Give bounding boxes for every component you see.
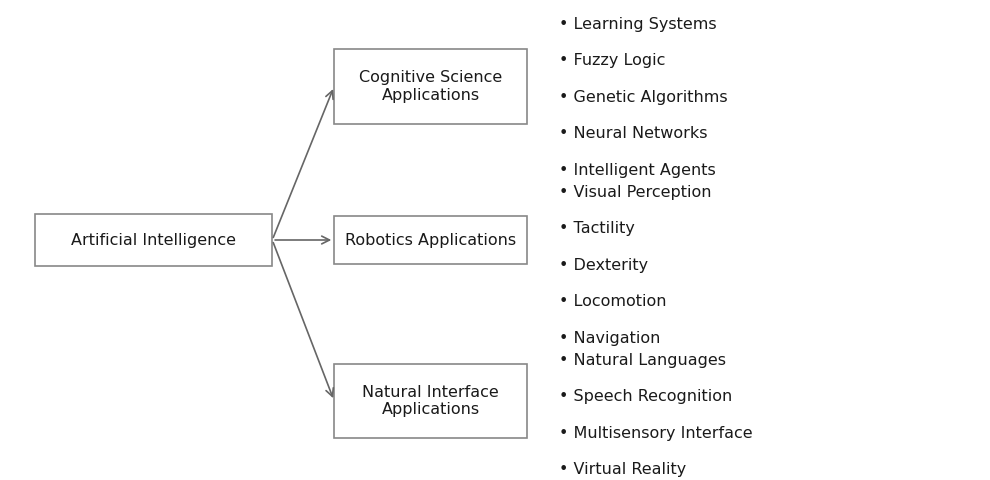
Text: • Intelligent Agents: • Intelligent Agents	[559, 163, 716, 178]
Text: Cognitive Science
Applications: Cognitive Science Applications	[359, 70, 502, 103]
Text: • Locomotion: • Locomotion	[559, 294, 667, 309]
Text: • Multisensory Interface: • Multisensory Interface	[559, 426, 753, 441]
Text: • Neural Networks: • Neural Networks	[559, 126, 708, 141]
Text: • Navigation: • Navigation	[559, 331, 660, 346]
Text: • Dexterity: • Dexterity	[559, 258, 648, 273]
Text: • Visual Perception: • Visual Perception	[559, 185, 712, 200]
Bar	[335, 364, 527, 438]
Bar	[335, 49, 527, 124]
Text: Natural Interface
Applications: Natural Interface Applications	[362, 384, 499, 417]
Text: • Genetic Algorithms: • Genetic Algorithms	[559, 90, 728, 105]
Text: • Virtual Reality: • Virtual Reality	[559, 462, 687, 477]
Text: Artificial Intelligence: Artificial Intelligence	[71, 232, 236, 248]
Bar	[35, 214, 272, 266]
Text: • Learning Systems: • Learning Systems	[559, 17, 717, 32]
Text: • Tactility: • Tactility	[559, 221, 636, 236]
Text: • Natural Languages: • Natural Languages	[559, 353, 727, 368]
Text: • Speech Recognition: • Speech Recognition	[559, 389, 733, 404]
Bar	[335, 216, 527, 264]
Text: • Fuzzy Logic: • Fuzzy Logic	[559, 53, 665, 68]
Text: Robotics Applications: Robotics Applications	[346, 232, 516, 248]
